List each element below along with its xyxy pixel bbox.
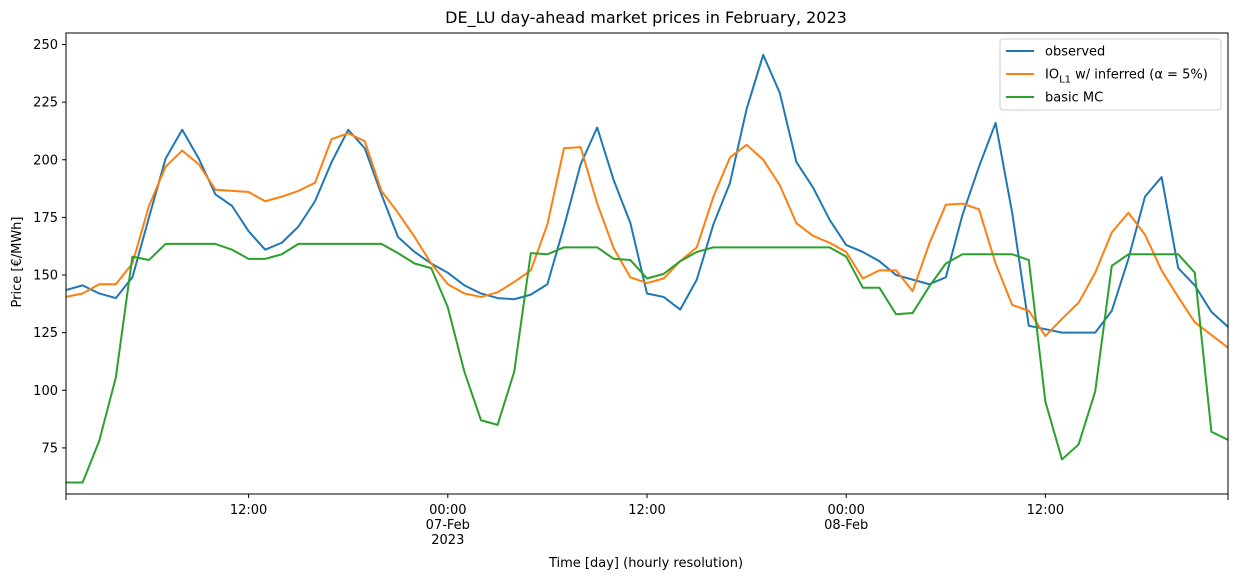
y-tick-label: 75 <box>41 441 58 456</box>
x-tick-label: 00:00 <box>429 503 466 518</box>
x-tick-label: 12:00 <box>1027 503 1064 518</box>
chart-title: DE_LU day-ahead market prices in Februar… <box>445 8 847 28</box>
x-tick-label: 08-Feb <box>824 518 868 533</box>
y-tick-label: 250 <box>33 38 58 53</box>
series-line-2 <box>66 132 1228 349</box>
legend-label-2: IOL1 w/ inferred (α = 5%) <box>1045 68 1208 86</box>
y-tick-label: 200 <box>33 153 58 168</box>
x-tick-label: 00:00 <box>827 503 864 518</box>
legend: observed IOL1 w/ inferred (α = 5%) basic M… <box>999 38 1222 111</box>
y-tick-label: 175 <box>33 211 58 226</box>
legend-box <box>999 38 1222 111</box>
x-tick-label: 2023 <box>431 533 464 548</box>
legend-label-3: basic MC <box>1045 91 1103 106</box>
y-tick-label: 150 <box>33 269 58 284</box>
x-axis-label: Time [day] (hourly resolution) <box>548 556 743 571</box>
series-line-1 <box>66 53 1228 334</box>
x-tick-label: 12:00 <box>230 503 267 518</box>
series-line-3 <box>66 242 1228 484</box>
y-tick-label: 125 <box>33 326 58 341</box>
y-tick-label: 225 <box>33 96 58 111</box>
y-axis-label: Price [€/MWh] <box>10 217 25 308</box>
y-tick-label: 100 <box>33 384 58 399</box>
x-tick-label: 07-Feb <box>426 518 470 533</box>
x-tick-label: 12:00 <box>628 503 665 518</box>
legend-label-1: observed <box>1045 45 1105 60</box>
